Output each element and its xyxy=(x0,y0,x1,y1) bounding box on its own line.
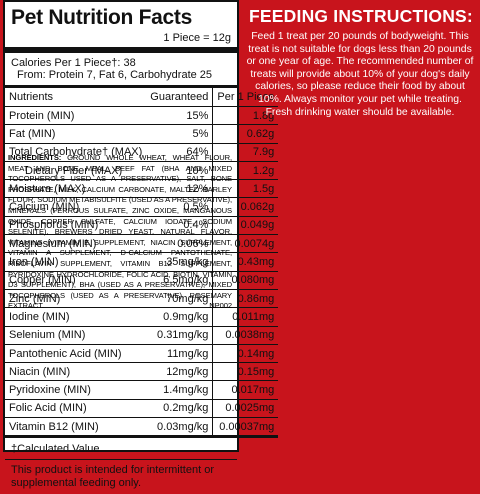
nutrient-guaranteed: 0.5% xyxy=(146,197,213,217)
nutrient-per-piece: 1.2g xyxy=(212,161,279,181)
nutrient-name: Folic Acid (MIN) xyxy=(5,399,147,419)
nutrient-row: Iron (MIN) 35mg/kg 0.43mg xyxy=(5,252,279,272)
nutrient-guaranteed: 12mg/kg xyxy=(146,362,213,382)
nutrient-row: Pantothenic Acid (MIN) 11mg/kg 0.14mg xyxy=(5,344,279,364)
nutrient-name: Iodine (MIN) xyxy=(5,307,147,327)
nutrient-row: Copper (MIN) 6.5mg/kg 0.080mg xyxy=(5,271,279,290)
nutrient-name: Niacin (MIN) xyxy=(5,362,147,382)
nutrient-row: Fat (MIN) 5% 0.62g xyxy=(5,124,279,144)
nutrient-guaranteed: 11mg/kg xyxy=(146,344,213,364)
nutrient-per-piece: 0.62g xyxy=(212,124,279,144)
nutrient-guaranteed: 0.9mg/kg xyxy=(146,307,213,327)
nutrient-guaranteed: 0.06% xyxy=(146,234,213,254)
nutrient-name: Copper (MIN) xyxy=(5,271,147,290)
nutrient-guaranteed: 35mg/kg xyxy=(146,252,213,272)
nutrient-per-piece: 0.062g xyxy=(212,197,279,217)
nutrient-name: Iron (MIN) xyxy=(5,252,147,272)
nutrient-name: Phosphorus (MIN) xyxy=(5,216,147,236)
nutrient-guaranteed: 6.5mg/kg xyxy=(146,271,213,290)
product-code: NP002 xyxy=(209,301,232,311)
calories-line: Calories Per 1 Piece†: 38 xyxy=(11,57,136,69)
nutrient-guaranteed: 15% xyxy=(146,106,213,126)
nutrient-per-piece: 0.86mg xyxy=(212,289,279,309)
nutrient-per-piece: 1.8g xyxy=(212,106,279,126)
nutrient-per-piece: 0.14mg xyxy=(212,344,279,364)
instructions-section: FEEDING INSTRUCTIONS: Feed 1 treat per 2… xyxy=(242,0,480,452)
nutrient-name: Pyridoxine (MIN) xyxy=(5,380,147,400)
nutrient-per-piece: 0.049g xyxy=(212,216,279,236)
serving-size: 1 Piece = 12g xyxy=(5,30,237,53)
nutrient-name: Calcium (MIN) xyxy=(5,197,147,217)
nutrition-facts-panel: Pet Nutrition Facts 1 Piece = 12g Calori… xyxy=(3,0,279,489)
header-per-piece: Per 1 Piece xyxy=(212,88,279,107)
nutrient-per-piece: 0.43mg xyxy=(212,252,279,272)
supplemental-feeding-note: This product is intended for intermitten… xyxy=(11,464,214,490)
calories-from-line: From: Protein 7, Fat 6, Carbohydrate 25 xyxy=(5,69,237,88)
nutrient-name: Zinc (MIN) xyxy=(5,289,147,309)
nutrient-row: Calcium (MIN) 0.5% 0.062g xyxy=(5,197,279,217)
header-guaranteed: Guaranteed xyxy=(146,88,213,107)
ingredients-block: INGREDIENTS: GROUND WHOLE WHEAT, WHEAT F… xyxy=(8,153,232,312)
nutrient-per-piece: 7.9g xyxy=(212,143,279,162)
nutrient-guaranteed: 12% xyxy=(146,179,213,199)
nutrient-table: Nutrients Guaranteed Per 1 Piece Protein… xyxy=(5,88,279,439)
nutrient-per-piece: 0.00037mg xyxy=(212,417,279,439)
nutrient-per-piece: 0.080mg xyxy=(212,271,279,290)
nutrient-row: Niacin (MIN) 12mg/kg 0.15mg xyxy=(5,362,279,382)
nutrient-guaranteed: 0.31mg/kg xyxy=(146,326,213,345)
nutrient-row: Selenium (MIN) 0.31mg/kg 0.0038mg xyxy=(5,326,279,345)
nutrient-guaranteed: 1.4mg/kg xyxy=(146,380,213,400)
nutrient-row: Protein (MIN) 15% 1.8g xyxy=(5,106,279,126)
nutrient-name: Magnesium (MIN) xyxy=(5,234,147,254)
nutrient-guaranteed: 0.03mg/kg xyxy=(146,417,213,439)
nutrient-name: Protein (MIN) xyxy=(5,106,147,126)
nutrient-per-piece: 0.0038mg xyxy=(212,326,279,345)
nutrient-guaranteed: 0.2mg/kg xyxy=(146,399,213,419)
nutrient-per-piece: 0.0025mg xyxy=(212,399,279,419)
nutrient-per-piece: 0.017mg xyxy=(212,380,279,400)
nutrient-row: Zinc (MIN) 70mg/kg 0.86mg xyxy=(5,289,279,309)
nutrient-name: Moisture (MAX) xyxy=(5,179,147,199)
feeding-instructions-text: Feed 1 treat per 20 pounds of bodyweight… xyxy=(246,31,474,118)
nutrient-name: Fat (MIN) xyxy=(5,124,147,144)
ingredients-label: INGREDIENTS: xyxy=(8,153,62,162)
nutrient-per-piece: 0.011mg xyxy=(212,307,279,327)
nutrient-row: Pyridoxine (MIN) 1.4mg/kg 0.017mg xyxy=(5,380,279,400)
nutrient-name: Vitamin B12 (MIN) xyxy=(5,417,147,439)
nutrient-name: Pantothenic Acid (MIN) xyxy=(5,344,147,364)
calculated-value-note: †Calculated Value xyxy=(5,438,237,461)
nutrient-row: Total Carbohydrate† (MAX) 64% 7.9g xyxy=(5,143,279,162)
nutrient-row: Dietary Fiber (MAX) 10% 1.2g xyxy=(5,161,279,181)
nutrient-name: Dietary Fiber (MAX) xyxy=(5,161,147,181)
nutrient-name: Selenium (MIN) xyxy=(5,326,147,345)
nutrient-per-piece: 0.0074g xyxy=(212,234,279,254)
nutrient-row: Iodine (MIN) 0.9mg/kg 0.011mg xyxy=(5,307,279,327)
nutrient-name: Total Carbohydrate† (MAX) xyxy=(5,143,147,162)
product-label: Pet Nutrition Facts 1 Piece = 12g Calori… xyxy=(3,0,480,489)
nutrient-table-header: Nutrients Guaranteed Per 1 Piece xyxy=(5,88,279,107)
nutrition-title: Pet Nutrition Facts xyxy=(11,6,192,29)
nutrient-per-piece: 1.5g xyxy=(212,179,279,199)
nutrient-row: Vitamin B12 (MIN) 0.03mg/kg 0.00037mg xyxy=(5,417,279,439)
feeding-instructions-title: FEEDING INSTRUCTIONS: xyxy=(249,6,473,26)
nutrient-guaranteed: 64% xyxy=(146,143,213,162)
nutrient-row: Moisture (MAX) 12% 1.5g xyxy=(5,179,279,199)
nutrient-guaranteed: 10% xyxy=(146,161,213,181)
ingredients-text: GROUND WHOLE WHEAT, WHEAT FLOUR, MEAT AN… xyxy=(8,153,232,311)
nutrient-guaranteed: 70mg/kg xyxy=(146,289,213,309)
nutrient-row: Folic Acid (MIN) 0.2mg/kg 0.0025mg xyxy=(5,399,279,419)
nutrient-row: Magnesium (MIN) 0.06% 0.0074g xyxy=(5,234,279,254)
nutrient-row: Phosphorus (MIN) 0.4% 0.049g xyxy=(5,216,279,236)
nutrient-guaranteed: 5% xyxy=(146,124,213,144)
nutrient-per-piece: 0.15mg xyxy=(212,362,279,382)
header-nutrients: Nutrients xyxy=(5,88,147,107)
nutrient-guaranteed: 0.4% xyxy=(146,216,213,236)
